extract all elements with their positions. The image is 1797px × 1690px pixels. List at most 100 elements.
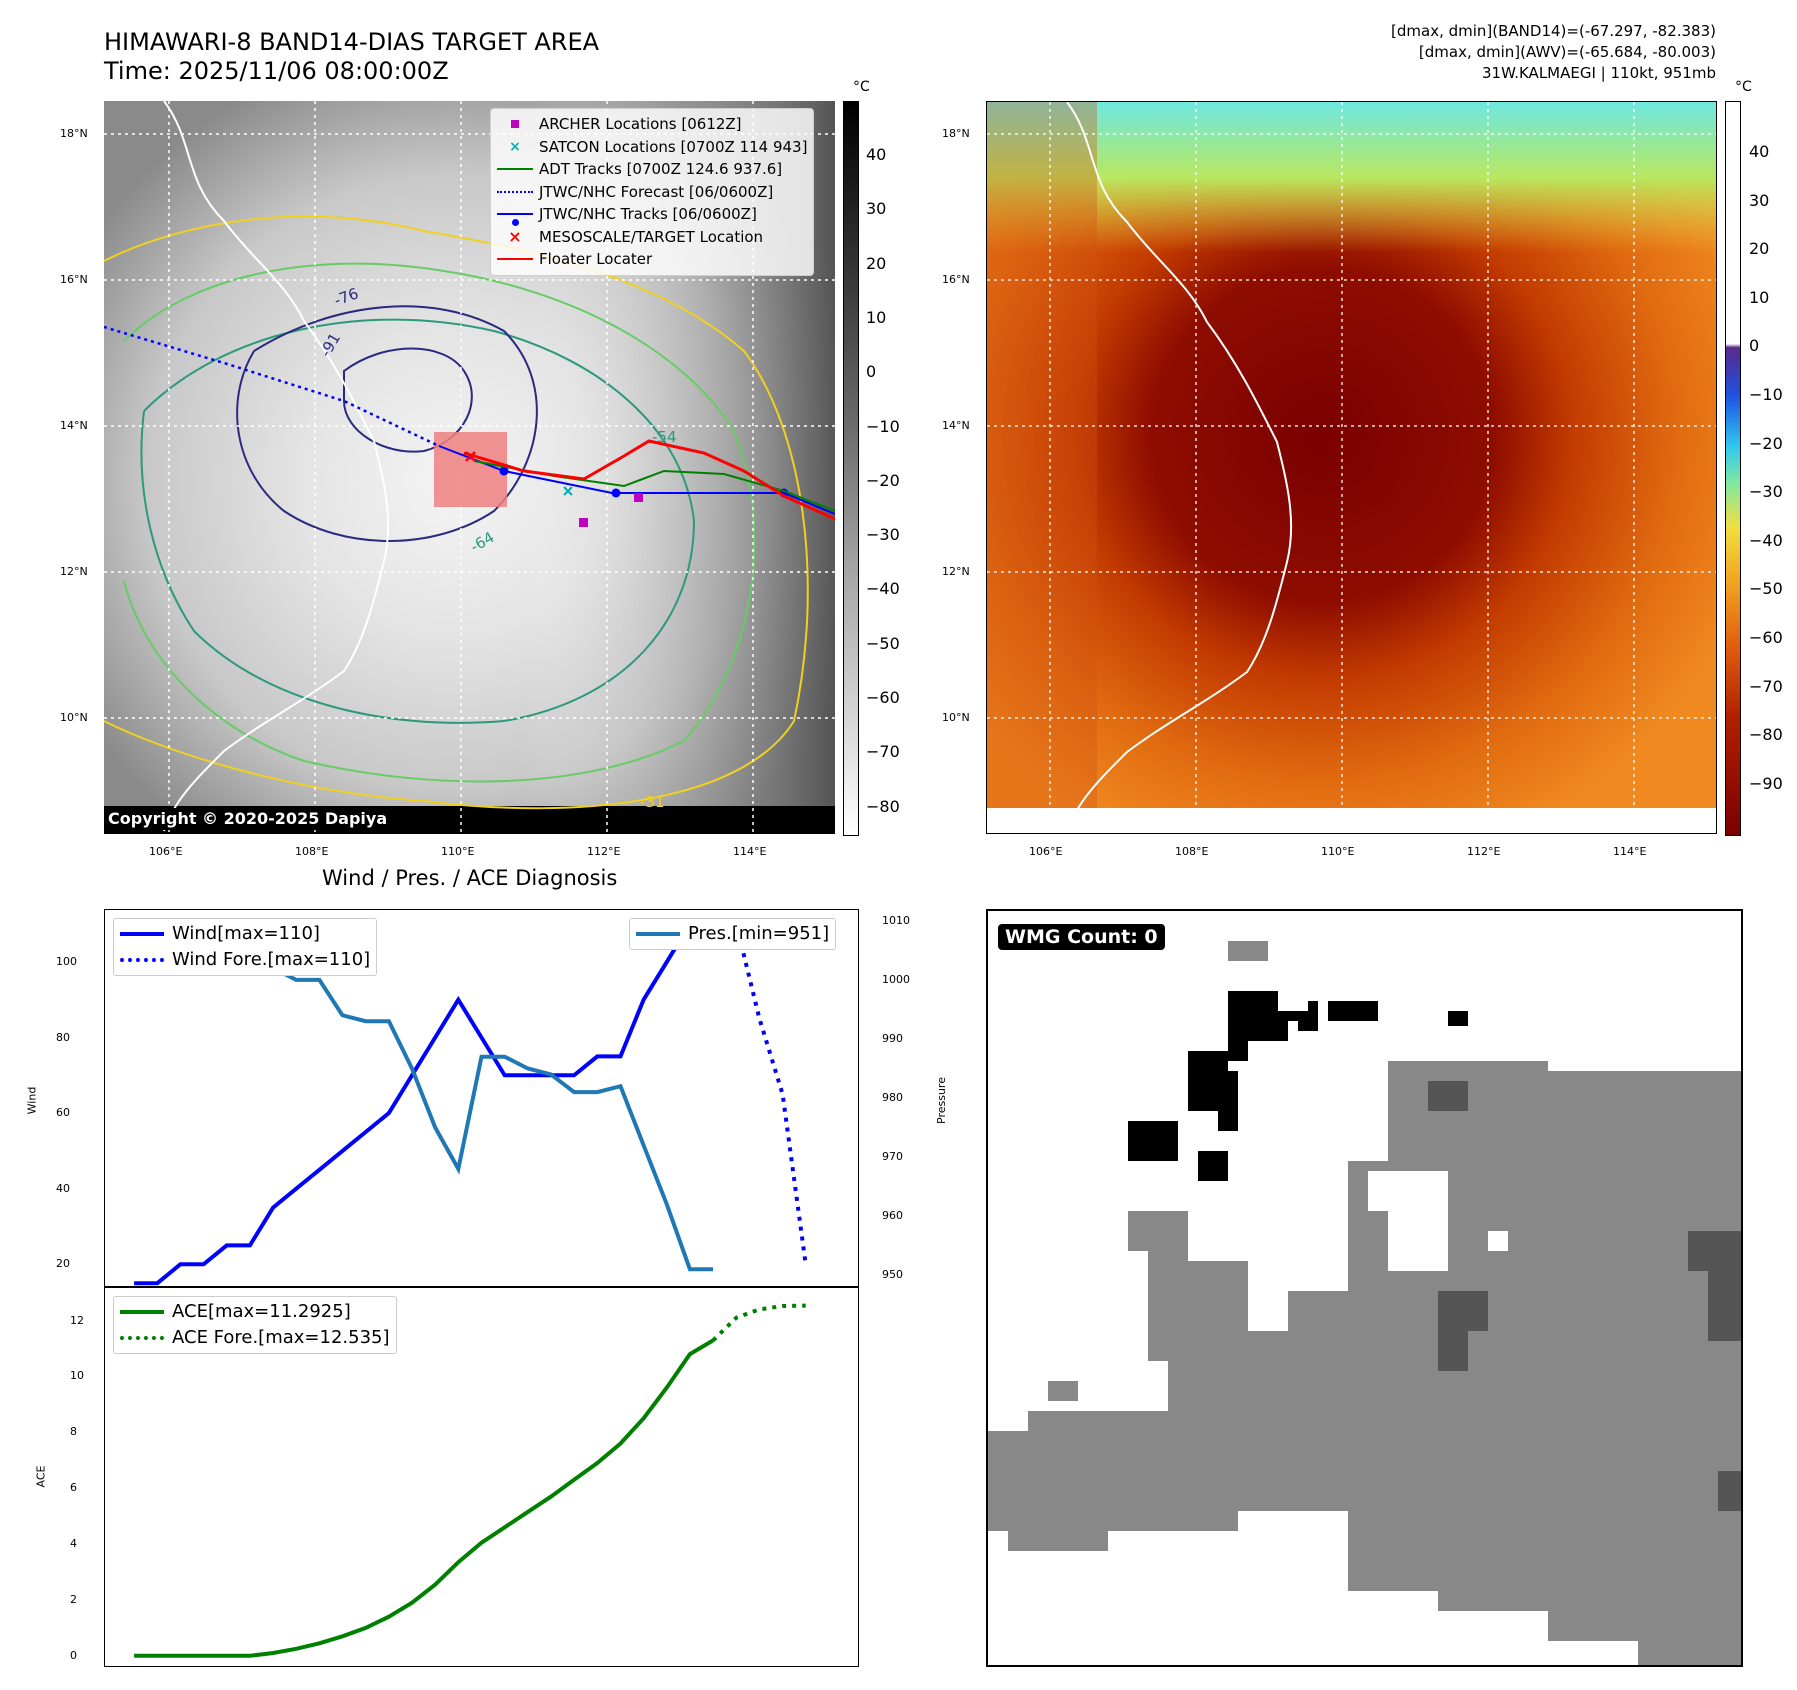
ir-legend: ARCHER Locations [0612Z] × SATCON Locatio… xyxy=(490,108,815,276)
x-marker-icon: × xyxy=(508,226,522,246)
solid-line-icon xyxy=(120,932,164,936)
legend-wind-fore-label: Wind Fore.[max=110] xyxy=(172,949,371,970)
awv-colorbar-tick: −90 xyxy=(1749,773,1783,793)
legend-ace-fore-label: ACE Fore.[max=12.535] xyxy=(172,1327,390,1348)
solid-line-icon xyxy=(120,1310,164,1314)
mesoscale-target-box xyxy=(434,432,507,507)
pressure-tick-label: 1000 xyxy=(882,972,910,986)
pressure-tick-label: 970 xyxy=(882,1150,903,1164)
legend-label: ARCHER Locations [0612Z] xyxy=(539,115,742,133)
archer-location-marker xyxy=(579,518,588,527)
line-dot-icon xyxy=(497,213,533,227)
lon-label: 108°E xyxy=(1175,845,1209,858)
awv-colorbar-tick: −70 xyxy=(1749,676,1783,696)
awv-colorbar-tick: −60 xyxy=(1749,628,1783,647)
chart-title-line1: HIMAWARI-8 BAND14-DIAS TARGET AREA xyxy=(104,28,600,56)
awv-colorbar-tick: −50 xyxy=(1749,579,1783,599)
line-icon xyxy=(497,168,533,171)
legend-pres-label: Pres.[min=951] xyxy=(688,923,830,944)
awv-colorbar-tick: −40 xyxy=(1749,530,1783,550)
contour-54 xyxy=(123,262,756,783)
lat-label: 18°N xyxy=(942,127,970,140)
series-line-ace xyxy=(134,1338,715,1658)
lon-label: 108°E xyxy=(295,845,329,858)
lon-label: 114°E xyxy=(1613,845,1647,858)
legend-jtwc-tracks: JTWC/NHC Tracks [06/0600Z] xyxy=(497,203,807,227)
lon-label: 114°E xyxy=(733,845,767,858)
dotted-line-icon xyxy=(120,1336,164,1340)
legend-archer: ARCHER Locations [0612Z] xyxy=(497,113,807,136)
awv-colorbar xyxy=(1725,101,1741,836)
ir-colorbar-tick: −40 xyxy=(866,579,900,599)
awv-colorbar-tick: 10 xyxy=(1749,287,1770,307)
lon-label: 112°E xyxy=(587,845,621,858)
awv-colorbar-tick: 20 xyxy=(1749,239,1770,259)
legend-label: Floater Locater xyxy=(539,250,653,268)
lat-label: 14°N xyxy=(942,419,970,432)
awv-colorbar-tick: −10 xyxy=(1749,385,1783,404)
wmg-white-gap xyxy=(1368,1171,1448,1271)
lon-label: 106°E xyxy=(149,845,183,858)
pressure-ylabel: Pressure xyxy=(934,1077,948,1124)
lon-label: 112°E xyxy=(1467,845,1501,858)
pressure-tick-label: 990 xyxy=(882,1031,903,1045)
ace-tick-label: 6 xyxy=(70,1481,77,1495)
legend-jtwc-forecast: JTWC/NHC Forecast [06/0600Z] xyxy=(497,181,807,204)
wmg-black-region xyxy=(1128,991,1468,1181)
ace-ylabel: ACE xyxy=(34,1465,48,1488)
ace-tick-label: 12 xyxy=(70,1313,84,1327)
ir-colorbar-tick: −50 xyxy=(866,633,900,653)
contour-76 xyxy=(236,305,538,542)
pressure-legend: Pres.[min=951] xyxy=(629,918,837,950)
lat-label: 14°N xyxy=(60,419,88,432)
x-marker-icon: × xyxy=(509,138,521,155)
archer-location-marker xyxy=(634,493,643,502)
contour-91 xyxy=(343,347,473,453)
ir-colorbar-tick: −10 xyxy=(866,416,900,436)
contour-label-31: -31 xyxy=(640,793,665,811)
awv-map-panel xyxy=(986,101,1717,834)
lat-label: 10°N xyxy=(60,711,88,724)
pressure-tick-label: 980 xyxy=(882,1091,903,1104)
dotted-line-icon xyxy=(120,958,164,962)
legend-wind-label: Wind[max=110] xyxy=(172,923,320,944)
ir-colorbar-tick: −20 xyxy=(866,470,900,490)
ir-colorbar-tick: −80 xyxy=(866,796,900,816)
awv-colorbar-tick: −20 xyxy=(1749,433,1783,453)
wind-tick-label: 60 xyxy=(56,1106,70,1120)
legend-adt: ADT Tracks [0700Z 124.6 937.6] xyxy=(497,158,807,181)
wind-tick-label: 20 xyxy=(56,1257,70,1271)
jtwc-track-point xyxy=(611,488,621,498)
lon-label: 106°E xyxy=(1029,845,1063,858)
dotted-line-icon xyxy=(497,190,533,193)
lat-label: 16°N xyxy=(60,273,88,286)
awv-colorbar-tick: 40 xyxy=(1749,142,1770,161)
series-line-ace-fore- xyxy=(711,1303,806,1342)
legend-mesoscale: × MESOSCALE/TARGET Location xyxy=(497,226,807,249)
ir-colorbar xyxy=(843,101,859,836)
dmax-awv-info: [dmax, dmin](AWV)=(-65.684, -80.003) xyxy=(1418,43,1716,61)
awv-colorbar-unit: °C xyxy=(1735,79,1752,95)
pressure-tick-label: 960 xyxy=(882,1209,903,1223)
contour-label-54: -54 xyxy=(652,428,677,446)
awv-colorbar-tick: −30 xyxy=(1749,482,1783,502)
wind-tick-label: 40 xyxy=(56,1181,70,1195)
legend-label: JTWC/NHC Forecast [06/0600Z] xyxy=(539,182,774,201)
chart-title-line2: Time: 2025/11/06 08:00:00Z xyxy=(104,57,449,85)
legend-label: JTWC/NHC Tracks [06/0600Z] xyxy=(539,205,757,223)
satcon-location-marker xyxy=(563,486,573,496)
wmg-panel xyxy=(986,909,1743,1667)
lat-label: 18°N xyxy=(60,127,88,140)
ace-tick-label: 10 xyxy=(70,1369,84,1383)
awv-colorbar-tick: 30 xyxy=(1749,190,1770,210)
pressure-tick-label: 1010 xyxy=(882,913,910,927)
legend-satcon: × SATCON Locations [0700Z 114 943] xyxy=(497,136,807,159)
lon-label: 110°E xyxy=(441,845,475,858)
coastline xyxy=(1066,102,1293,833)
ir-colorbar-tick: −60 xyxy=(866,688,900,707)
wind-ylabel: Wind xyxy=(25,1086,39,1115)
ace-tick-label: 2 xyxy=(70,1592,77,1606)
legend-label: SATCON Locations [0700Z 114 943] xyxy=(539,137,808,156)
contour-outer xyxy=(104,215,809,810)
ir-colorbar-unit: °C xyxy=(853,79,870,95)
